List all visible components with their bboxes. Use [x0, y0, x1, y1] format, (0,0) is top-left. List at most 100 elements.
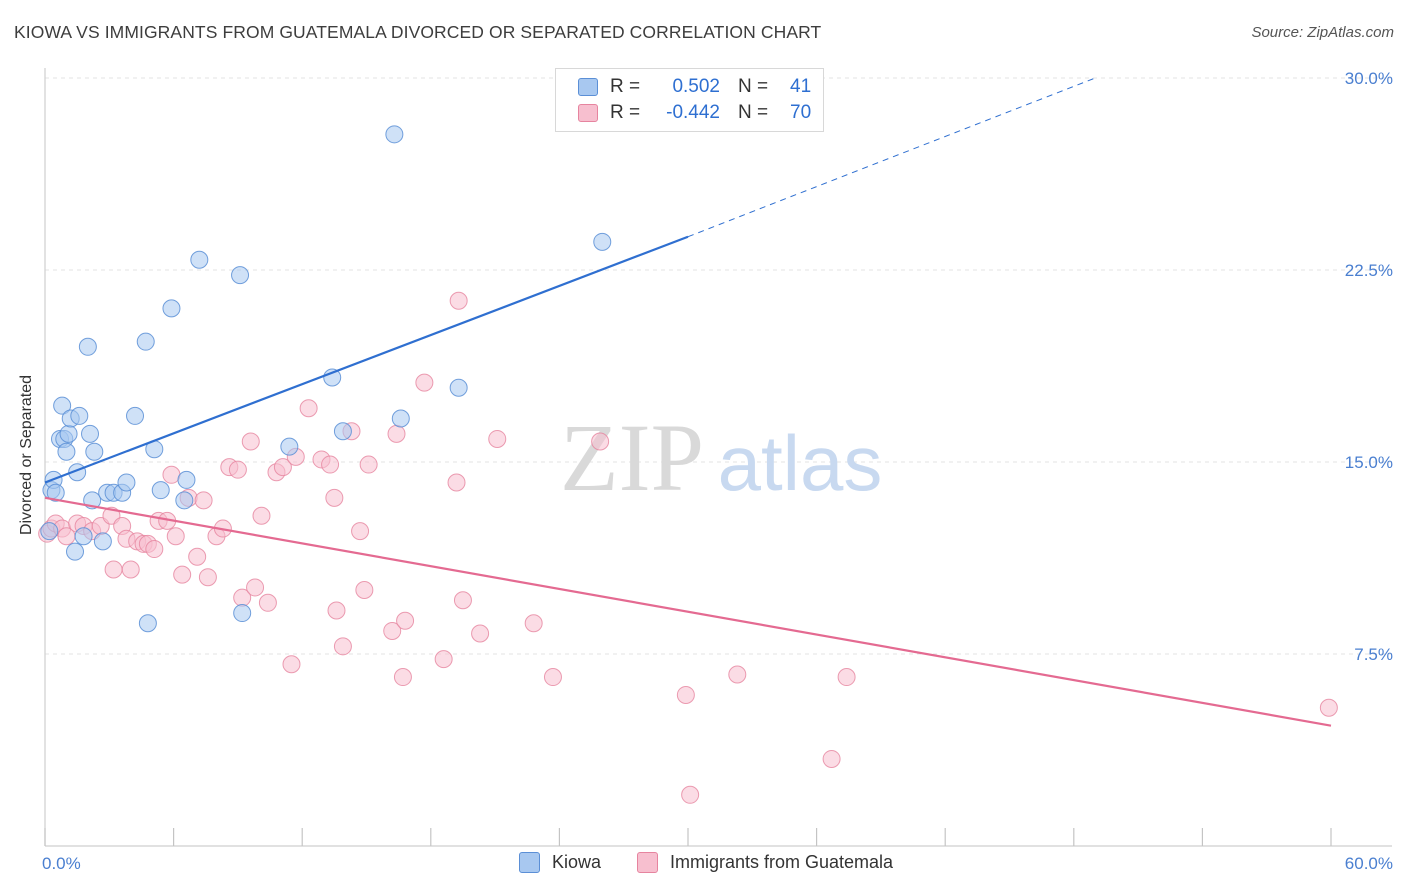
guatemala-point: [325, 488, 344, 507]
kiowa-point: [66, 542, 85, 561]
kiowa-point: [59, 424, 78, 443]
kiowa-point: [126, 406, 145, 425]
kiowa-point: [333, 422, 352, 441]
kiowa-point: [391, 409, 410, 428]
kiowa-point: [93, 532, 112, 551]
kiowa-trend-line: [44, 235, 689, 484]
legend-n-value: 41: [790, 76, 812, 97]
kiowa-point: [85, 442, 104, 461]
guatemala-point: [333, 637, 352, 656]
guatemala-point: [524, 614, 543, 633]
guatemala-point: [252, 506, 271, 525]
chart-title: KIOWA VS IMMIGRANTS FROM GUATEMALA DIVOR…: [14, 22, 822, 42]
correlation-legend: R = 0.502 N = 41 R = -0.442 N = 70: [555, 68, 824, 132]
watermark-atlas: atlas: [718, 419, 883, 507]
tick-labels: 7.5% 15.0% 22.5% 30.0% 0.0% 60.0%: [42, 69, 1393, 873]
guatemala-point: [449, 291, 468, 310]
kiowa-point: [46, 483, 65, 502]
y-tick-label: 22.5%: [1345, 261, 1393, 280]
guatemala-point: [837, 668, 856, 687]
guatemala-point: [321, 455, 340, 474]
guatemala-point: [121, 560, 140, 579]
legend-n-label: N =: [738, 102, 769, 123]
guatemala-point: [396, 611, 415, 630]
guatemala-point: [387, 424, 406, 443]
x-tick-label: 0.0%: [42, 854, 81, 873]
legend-row-guatemala: R = -0.442 N = 70: [578, 101, 830, 125]
legend-r-label: R =: [610, 102, 641, 123]
kiowa-point: [53, 396, 72, 415]
kiowa-swatch: [578, 78, 598, 96]
guatemala-point: [162, 465, 181, 484]
legend-n-label: N =: [738, 76, 769, 97]
guatemala-point: [359, 455, 378, 474]
kiowa-point: [81, 424, 100, 443]
guatemala-point: [1319, 698, 1338, 717]
guatemala-points: [38, 291, 1338, 804]
kiowa-point: [74, 527, 93, 546]
guatemala-point: [258, 593, 277, 612]
legend-r-label: R =: [610, 76, 641, 97]
y-tick-label: 15.0%: [1345, 453, 1393, 472]
guatemala-point: [393, 668, 412, 687]
kiowa-point: [177, 470, 196, 489]
guatemala-point: [104, 560, 123, 579]
series-legend: Kiowa Immigrants from Guatemala: [0, 852, 1406, 878]
guatemala-point: [228, 460, 247, 479]
guatemala-point: [299, 399, 318, 418]
guatemala-point: [681, 785, 700, 804]
kiowa-point: [57, 442, 76, 461]
kiowa-point: [231, 266, 250, 285]
kiowa-point: [190, 250, 209, 269]
kiowa-point: [233, 604, 252, 623]
legend-r-value: -0.442: [666, 102, 720, 123]
x-tick-label: 60.0%: [1345, 854, 1393, 873]
guatemala-point: [198, 568, 217, 587]
y-tick-label: 30.0%: [1345, 69, 1393, 88]
guatemala-point: [453, 591, 472, 610]
trend-lines: [44, 77, 1332, 727]
guatemala-point: [145, 540, 164, 559]
watermark-zip: ZIP: [560, 404, 704, 511]
kiowa-point: [385, 125, 404, 144]
legend-item-guatemala: Immigrants from Guatemala: [637, 852, 893, 873]
guatemala-point: [471, 624, 490, 643]
guatemala-point: [241, 432, 260, 451]
legend-label-kiowa: Kiowa: [552, 852, 602, 872]
kiowa-point: [78, 337, 97, 356]
guatemala-swatch: [578, 104, 598, 122]
kiowa-point: [593, 232, 612, 251]
watermark: ZIP atlas: [560, 404, 882, 511]
guatemala-trend-line: [44, 496, 1332, 727]
guatemala-point: [591, 432, 610, 451]
guatemala-point: [173, 565, 192, 584]
kiowa-point: [175, 491, 194, 510]
legend-item-kiowa: Kiowa: [519, 852, 601, 873]
legend-n-value: 70: [790, 102, 812, 123]
guatemala-point: [447, 473, 466, 492]
guatemala-point: [194, 491, 213, 510]
guatemala-point: [822, 749, 841, 768]
guatemala-point: [166, 527, 185, 546]
guatemala-point: [355, 581, 374, 599]
legend-r-value: 0.502: [672, 76, 720, 97]
guatemala-point: [434, 650, 453, 669]
kiowa-point: [70, 406, 89, 425]
guatemala-point: [728, 665, 747, 684]
guatemala-point: [488, 429, 507, 448]
kiowa-points: [40, 125, 612, 633]
guatemala-point: [188, 547, 207, 566]
guatemala-point: [351, 522, 370, 541]
kiowa-point: [151, 481, 170, 500]
guatemala-point: [543, 668, 562, 687]
y-tick-label: 7.5%: [1354, 645, 1393, 664]
legend-label-guatemala: Immigrants from Guatemala: [670, 852, 894, 872]
guatemala-point: [282, 655, 301, 674]
axes: [44, 68, 1392, 847]
kiowa-point: [136, 332, 155, 351]
guatemala-point: [676, 685, 695, 704]
kiowa-point: [138, 614, 157, 633]
guatemala-point: [383, 621, 402, 640]
guatemala-point: [415, 373, 434, 392]
